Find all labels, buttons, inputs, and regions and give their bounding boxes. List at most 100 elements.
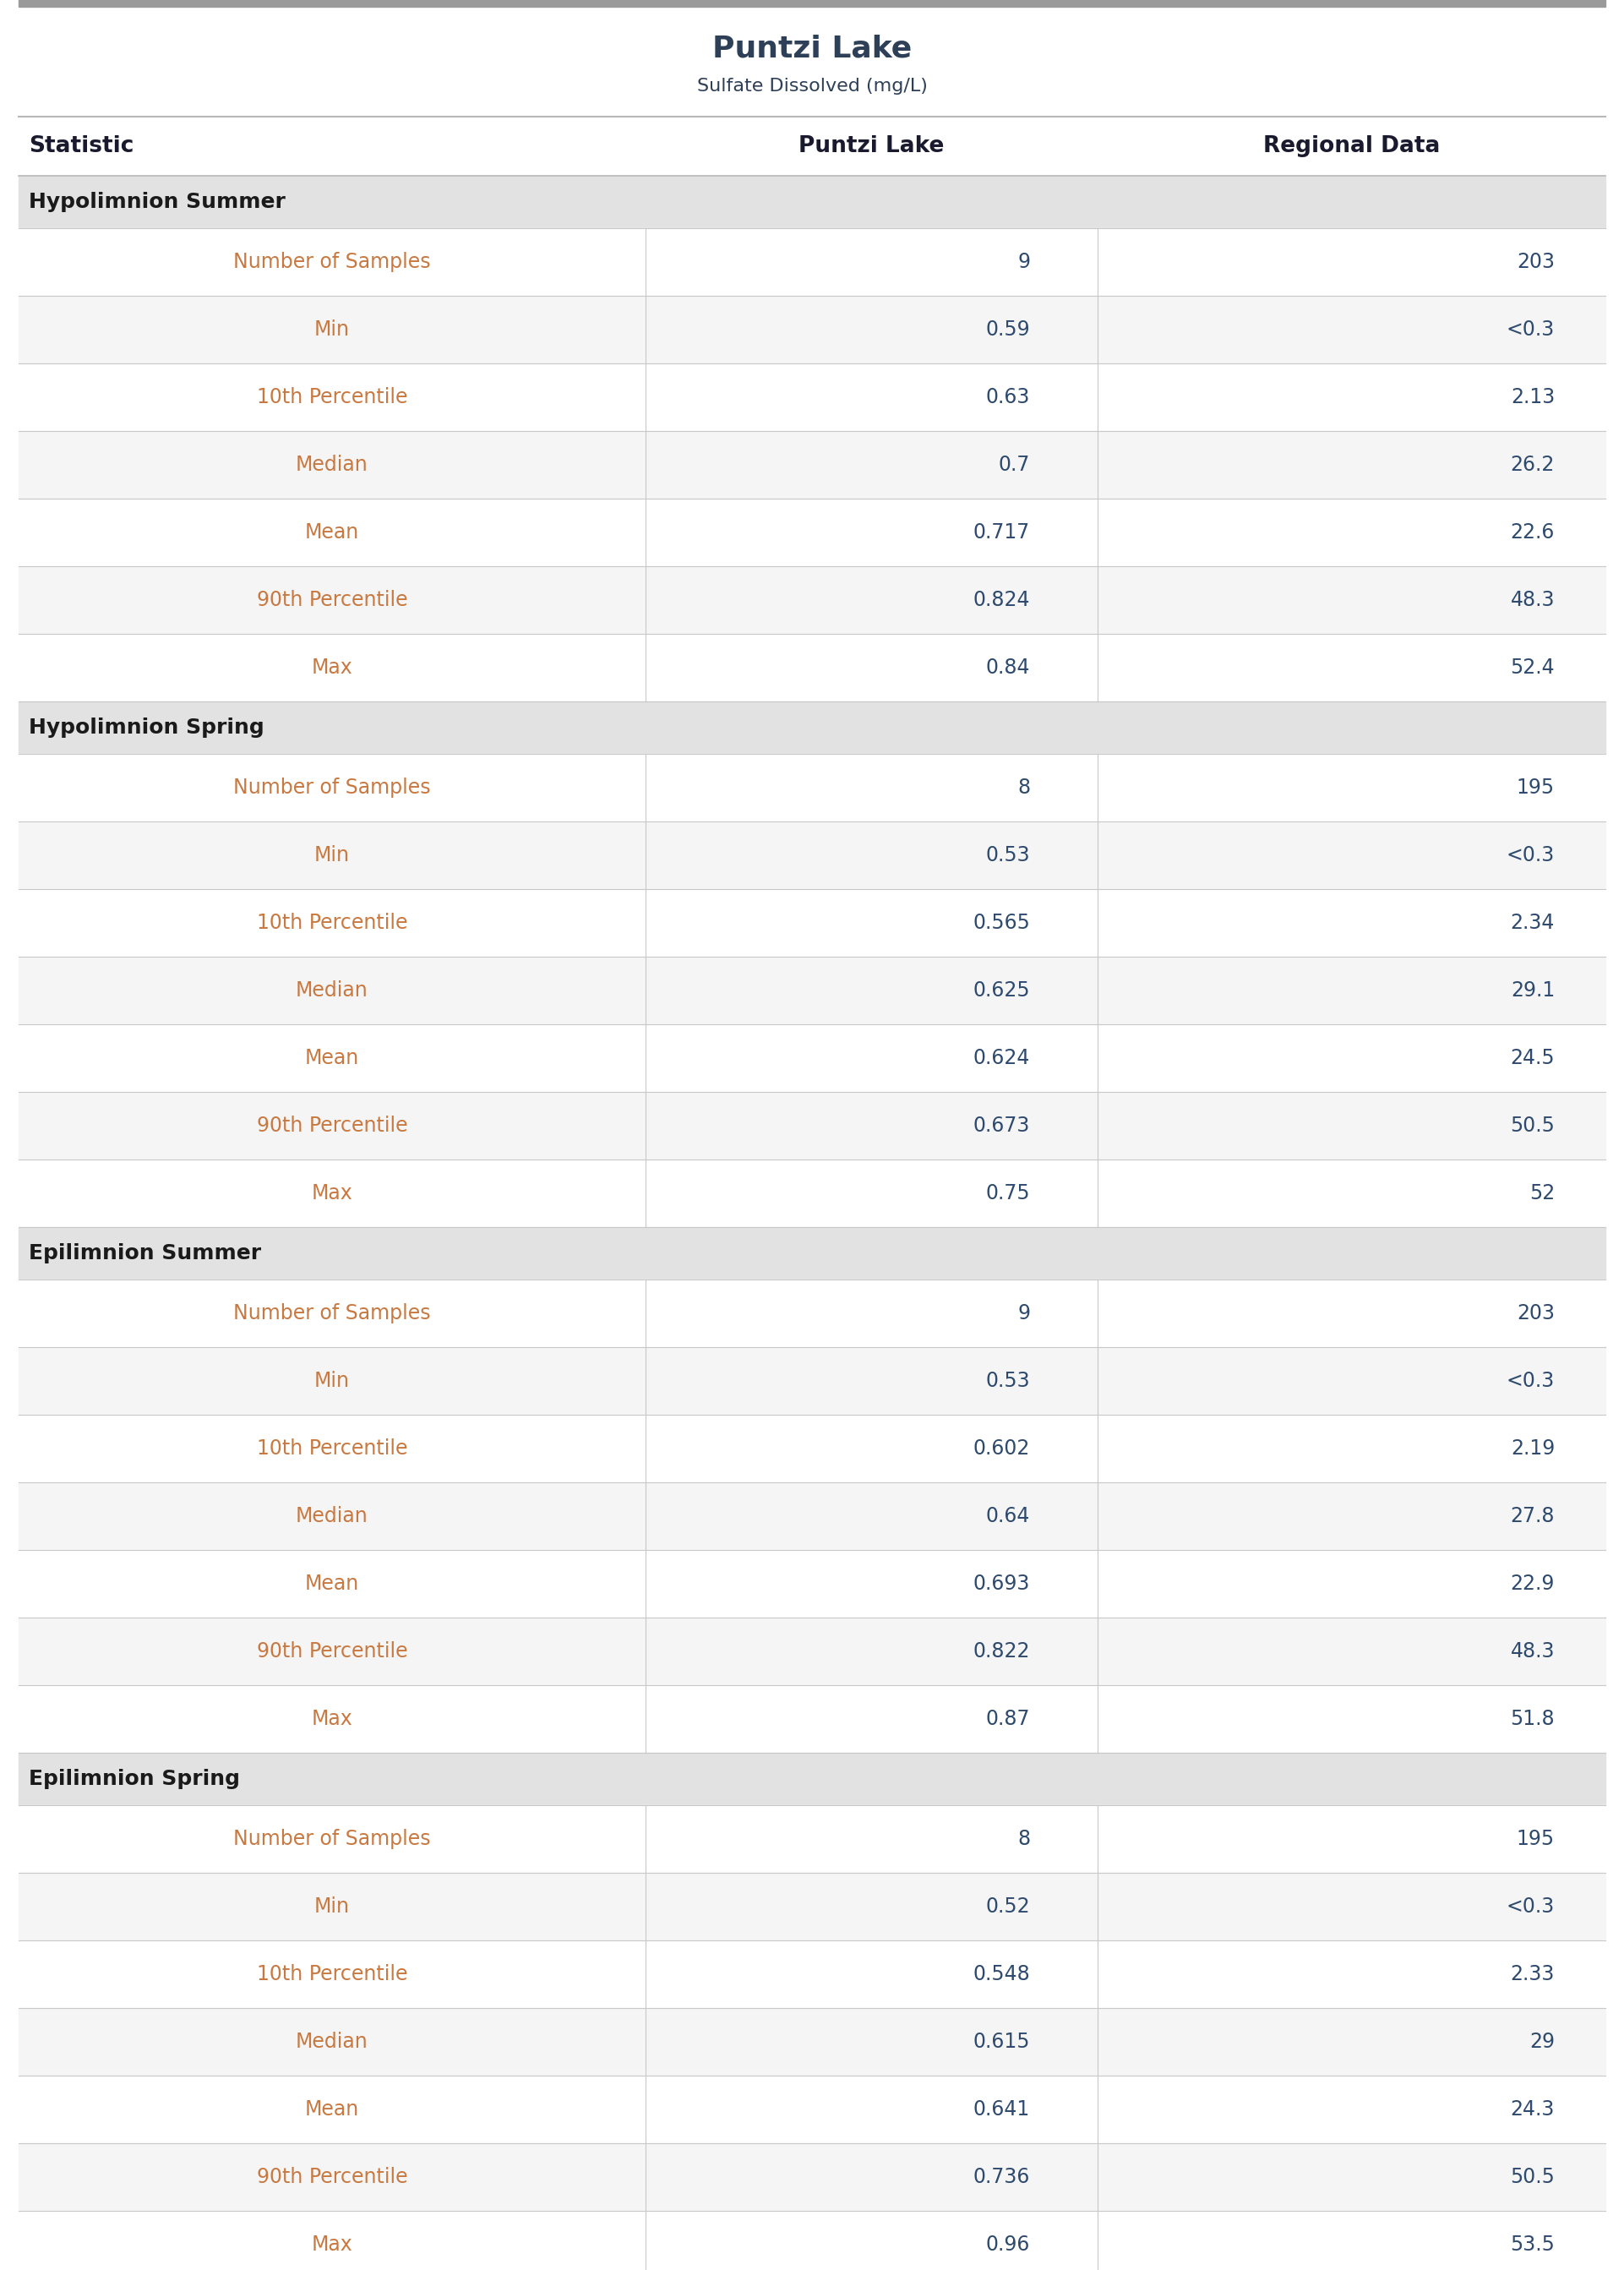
Text: 0.625: 0.625: [973, 981, 1030, 1001]
Text: Min: Min: [313, 1371, 349, 1392]
Text: Statistic: Statistic: [29, 136, 133, 157]
Bar: [18, 499, 1606, 565]
Text: 8: 8: [1017, 779, 1030, 797]
Text: Mean: Mean: [305, 1573, 359, 1594]
Text: <0.3: <0.3: [1507, 844, 1554, 865]
Bar: [18, 633, 1606, 701]
Text: 0.7: 0.7: [999, 454, 1030, 474]
Text: Mean: Mean: [305, 2100, 359, 2120]
Bar: [18, 1619, 1606, 1684]
Text: Epilimnion Spring: Epilimnion Spring: [29, 1768, 240, 1789]
Text: 0.615: 0.615: [973, 2032, 1030, 2052]
Text: <0.3: <0.3: [1507, 1895, 1554, 1916]
Text: 0.822: 0.822: [973, 1641, 1030, 1662]
Bar: [18, 1873, 1606, 1941]
Text: 52.4: 52.4: [1510, 658, 1554, 679]
Text: 0.87: 0.87: [986, 1709, 1030, 1730]
Bar: [18, 1941, 1606, 2009]
Bar: [18, 701, 1606, 754]
Text: 0.717: 0.717: [973, 522, 1030, 543]
Text: Puntzi Lake: Puntzi Lake: [799, 136, 944, 157]
Text: 2.34: 2.34: [1510, 913, 1554, 933]
Bar: [18, 1228, 1606, 1280]
Text: 0.641: 0.641: [973, 2100, 1030, 2120]
Text: 9: 9: [1017, 252, 1030, 272]
Text: 0.52: 0.52: [986, 1895, 1030, 1916]
Text: Number of Samples: Number of Samples: [234, 1303, 430, 1323]
Text: Median: Median: [296, 454, 369, 474]
Text: 0.75: 0.75: [986, 1183, 1030, 1203]
Text: 195: 195: [1517, 1830, 1554, 1850]
Text: 50.5: 50.5: [1510, 1115, 1554, 1135]
Text: Number of Samples: Number of Samples: [234, 779, 430, 797]
Bar: [18, 1550, 1606, 1619]
Bar: [18, 175, 1606, 229]
Text: 90th Percentile: 90th Percentile: [257, 590, 408, 611]
Text: 48.3: 48.3: [1510, 1641, 1554, 1662]
Bar: [18, 1684, 1606, 1752]
Text: 10th Percentile: 10th Percentile: [257, 1964, 408, 1984]
Bar: [18, 1752, 1606, 1805]
Text: 0.736: 0.736: [973, 2168, 1030, 2188]
Text: Median: Median: [296, 1505, 369, 1525]
Text: Max: Max: [312, 1183, 352, 1203]
Text: 10th Percentile: 10th Percentile: [257, 1439, 408, 1460]
Text: 0.673: 0.673: [973, 1115, 1030, 1135]
Bar: [18, 1805, 1606, 1873]
Bar: [18, 565, 1606, 633]
Bar: [18, 431, 1606, 499]
Text: Median: Median: [296, 2032, 369, 2052]
Text: 0.693: 0.693: [973, 1573, 1030, 1594]
Text: 90th Percentile: 90th Percentile: [257, 1115, 408, 1135]
Text: Mean: Mean: [305, 1049, 359, 1069]
Text: 52: 52: [1530, 1183, 1554, 1203]
Text: <0.3: <0.3: [1507, 1371, 1554, 1392]
Bar: [18, 1414, 1606, 1482]
Text: 203: 203: [1517, 1303, 1554, 1323]
Text: 203: 203: [1517, 252, 1554, 272]
Bar: [18, 363, 1606, 431]
Text: 90th Percentile: 90th Percentile: [257, 2168, 408, 2188]
Text: Number of Samples: Number of Samples: [234, 1830, 430, 1850]
Text: 0.59: 0.59: [986, 320, 1030, 340]
Text: 0.53: 0.53: [986, 1371, 1030, 1392]
Bar: [18, 1280, 1606, 1346]
Text: Median: Median: [296, 981, 369, 1001]
Text: Min: Min: [313, 844, 349, 865]
Text: 22.9: 22.9: [1510, 1573, 1554, 1594]
Bar: [18, 2009, 1606, 2075]
Text: 48.3: 48.3: [1510, 590, 1554, 611]
Text: Min: Min: [313, 1895, 349, 1916]
Text: Hypolimnion Summer: Hypolimnion Summer: [29, 193, 286, 211]
Text: 10th Percentile: 10th Percentile: [257, 913, 408, 933]
Bar: [18, 229, 1606, 295]
Text: Puntzi Lake: Puntzi Lake: [713, 34, 911, 64]
Text: 26.2: 26.2: [1510, 454, 1554, 474]
Bar: [18, 890, 1606, 956]
Text: 51.8: 51.8: [1510, 1709, 1554, 1730]
Text: 10th Percentile: 10th Percentile: [257, 388, 408, 406]
Text: 0.96: 0.96: [986, 2234, 1030, 2254]
Text: 0.602: 0.602: [973, 1439, 1030, 1460]
Text: 22.6: 22.6: [1510, 522, 1554, 543]
Text: Max: Max: [312, 1709, 352, 1730]
Text: 0.565: 0.565: [973, 913, 1030, 933]
Text: 195: 195: [1517, 779, 1554, 797]
Bar: [18, 2211, 1606, 2270]
Bar: [18, 956, 1606, 1024]
Text: 2.19: 2.19: [1510, 1439, 1554, 1460]
Bar: [18, 822, 1606, 890]
Text: 27.8: 27.8: [1510, 1505, 1554, 1525]
Bar: [18, 1024, 1606, 1092]
Text: 0.824: 0.824: [973, 590, 1030, 611]
Text: Hypolimnion Spring: Hypolimnion Spring: [29, 717, 265, 738]
Text: 2.33: 2.33: [1510, 1964, 1554, 1984]
Text: Max: Max: [312, 2234, 352, 2254]
Text: 29.1: 29.1: [1510, 981, 1554, 1001]
Text: 8: 8: [1017, 1830, 1030, 1850]
Bar: [18, 0, 1606, 7]
Text: Epilimnion Summer: Epilimnion Summer: [29, 1244, 261, 1264]
Text: 53.5: 53.5: [1510, 2234, 1554, 2254]
Text: Number of Samples: Number of Samples: [234, 252, 430, 272]
Text: Sulfate Dissolved (mg/L): Sulfate Dissolved (mg/L): [697, 77, 927, 95]
